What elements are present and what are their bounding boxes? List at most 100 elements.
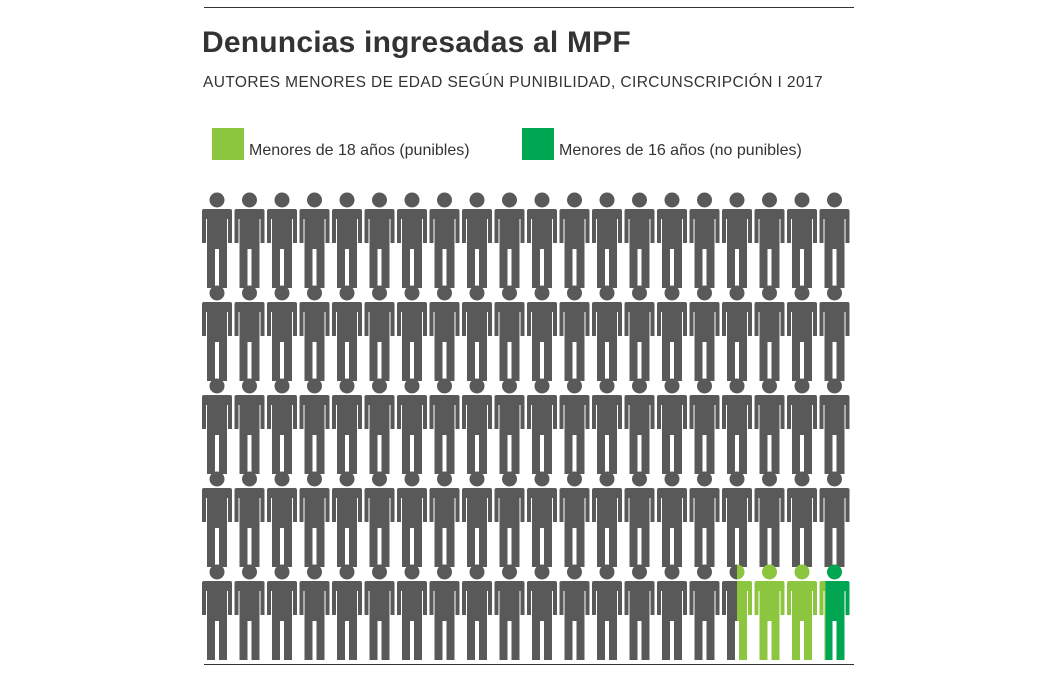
- person-icon: [592, 471, 622, 567]
- person-icon: [494, 471, 525, 567]
- person-icon: [527, 192, 557, 288]
- person-icon: [234, 192, 265, 288]
- person-icon: [494, 285, 525, 381]
- person-icon: [364, 285, 395, 381]
- person-icon: [332, 285, 362, 381]
- person-icon: [299, 378, 330, 474]
- person-icon: [429, 192, 460, 288]
- person-icon: [202, 564, 232, 660]
- person-icon: [462, 192, 492, 288]
- person-icon: [689, 192, 720, 288]
- person-icon: [624, 285, 655, 381]
- person-icon: [624, 471, 655, 567]
- person-icon: [234, 378, 265, 474]
- person-icon: [364, 471, 395, 567]
- person-icon: [527, 471, 557, 567]
- legend-swatch-no-punibles: [522, 128, 554, 160]
- person-icon: [722, 471, 752, 567]
- chart-title: Denuncias ingresadas al MPF: [202, 26, 631, 59]
- person-icon: [364, 378, 395, 474]
- person-icon: [592, 564, 622, 660]
- person-icon: [267, 192, 297, 288]
- person-icon: [202, 285, 232, 381]
- person-icon: [559, 378, 590, 474]
- legend-item-no-punibles: Menores de 16 años (no punibles): [522, 128, 802, 160]
- person-icon: [624, 192, 655, 288]
- person-icon: [527, 378, 557, 474]
- person-icon: [397, 285, 427, 381]
- person-icon: [722, 564, 752, 660]
- person-icon: [234, 285, 265, 381]
- person-icon: [299, 471, 330, 567]
- person-icon: [299, 285, 330, 381]
- person-icon: [332, 564, 362, 660]
- person-icon: [722, 285, 752, 381]
- person-icon: [657, 378, 687, 474]
- person-icon: [787, 564, 817, 660]
- person-icon: [494, 192, 525, 288]
- person-icon: [657, 285, 687, 381]
- person-icon: [754, 192, 785, 288]
- person-icon: [754, 564, 785, 660]
- person-icon: [754, 378, 785, 474]
- person-icon: [234, 564, 265, 660]
- person-icon: [689, 564, 720, 660]
- person-icon: [819, 378, 850, 474]
- person-icon: [267, 564, 297, 660]
- person-icon: [787, 192, 817, 288]
- bottom-rule: [204, 664, 854, 665]
- person-icon: [364, 564, 395, 660]
- person-icon: [267, 285, 297, 381]
- legend-item-punibles: Menores de 18 años (punibles): [212, 128, 470, 160]
- legend-label-no-punibles: Menores de 16 años (no punibles): [559, 142, 802, 159]
- chart-subtitle: AUTORES MENORES DE EDAD SEGÚN PUNIBILIDA…: [203, 74, 824, 91]
- person-icon: [397, 471, 427, 567]
- person-icon: [689, 378, 720, 474]
- legend-swatch-punibles: [212, 128, 244, 160]
- person-icon: [819, 285, 850, 381]
- person-icon: [754, 471, 785, 567]
- person-icon: [657, 471, 687, 567]
- person-icon: [787, 285, 817, 381]
- person-icon: [299, 192, 330, 288]
- person-icon: [462, 285, 492, 381]
- person-icon: [202, 471, 232, 567]
- person-icon: [787, 378, 817, 474]
- top-rule: [204, 7, 854, 8]
- person-icon: [202, 378, 232, 474]
- person-icon: [462, 378, 492, 474]
- person-icon: [202, 192, 232, 288]
- person-icon: [624, 564, 655, 660]
- person-icon: [429, 471, 460, 567]
- person-icon: [819, 564, 850, 660]
- person-icon: [592, 378, 622, 474]
- person-icon: [559, 564, 590, 660]
- person-icon: [689, 285, 720, 381]
- person-icon: [657, 564, 687, 660]
- person-icon: [592, 192, 622, 288]
- person-icon: [819, 471, 850, 567]
- person-icon: [332, 471, 362, 567]
- person-icon: [429, 378, 460, 474]
- legend-label-punibles: Menores de 18 años (punibles): [249, 142, 470, 159]
- person-icon: [429, 564, 460, 660]
- person-icon: [527, 285, 557, 381]
- person-icon: [819, 192, 850, 288]
- person-icon: [494, 564, 525, 660]
- person-icon: [397, 378, 427, 474]
- person-icon: [527, 564, 557, 660]
- person-icon: [299, 564, 330, 660]
- person-icon: [364, 192, 395, 288]
- person-icon: [397, 564, 427, 660]
- person-icon: [332, 192, 362, 288]
- person-icon: [267, 378, 297, 474]
- person-icon: [722, 192, 752, 288]
- person-icon: [494, 378, 525, 474]
- person-icon: [787, 471, 817, 567]
- person-icon: [397, 192, 427, 288]
- person-icon: [559, 285, 590, 381]
- person-icon: [689, 471, 720, 567]
- person-icon: [722, 378, 752, 474]
- person-icon: [234, 471, 265, 567]
